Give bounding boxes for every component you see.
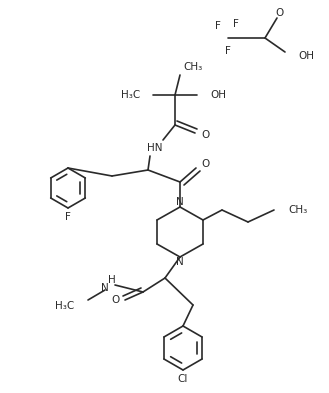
- Text: F: F: [225, 46, 231, 56]
- Text: O: O: [201, 159, 209, 169]
- Text: CH₃: CH₃: [288, 205, 307, 215]
- Text: F: F: [215, 21, 221, 31]
- Text: F: F: [65, 212, 71, 222]
- Text: N: N: [101, 283, 109, 293]
- Text: H₃C: H₃C: [121, 90, 140, 100]
- Text: O: O: [276, 8, 284, 18]
- Text: CH₃: CH₃: [183, 62, 202, 72]
- Text: H: H: [108, 275, 116, 285]
- Text: F: F: [233, 19, 239, 29]
- Text: Cl: Cl: [178, 374, 188, 384]
- Text: OH: OH: [210, 90, 226, 100]
- Text: O: O: [111, 295, 119, 305]
- Text: O: O: [201, 130, 209, 140]
- Text: HN: HN: [147, 143, 163, 153]
- Text: N: N: [176, 197, 184, 207]
- Text: OH: OH: [298, 51, 314, 61]
- Text: H₃C: H₃C: [55, 301, 74, 311]
- Text: N: N: [176, 257, 184, 267]
